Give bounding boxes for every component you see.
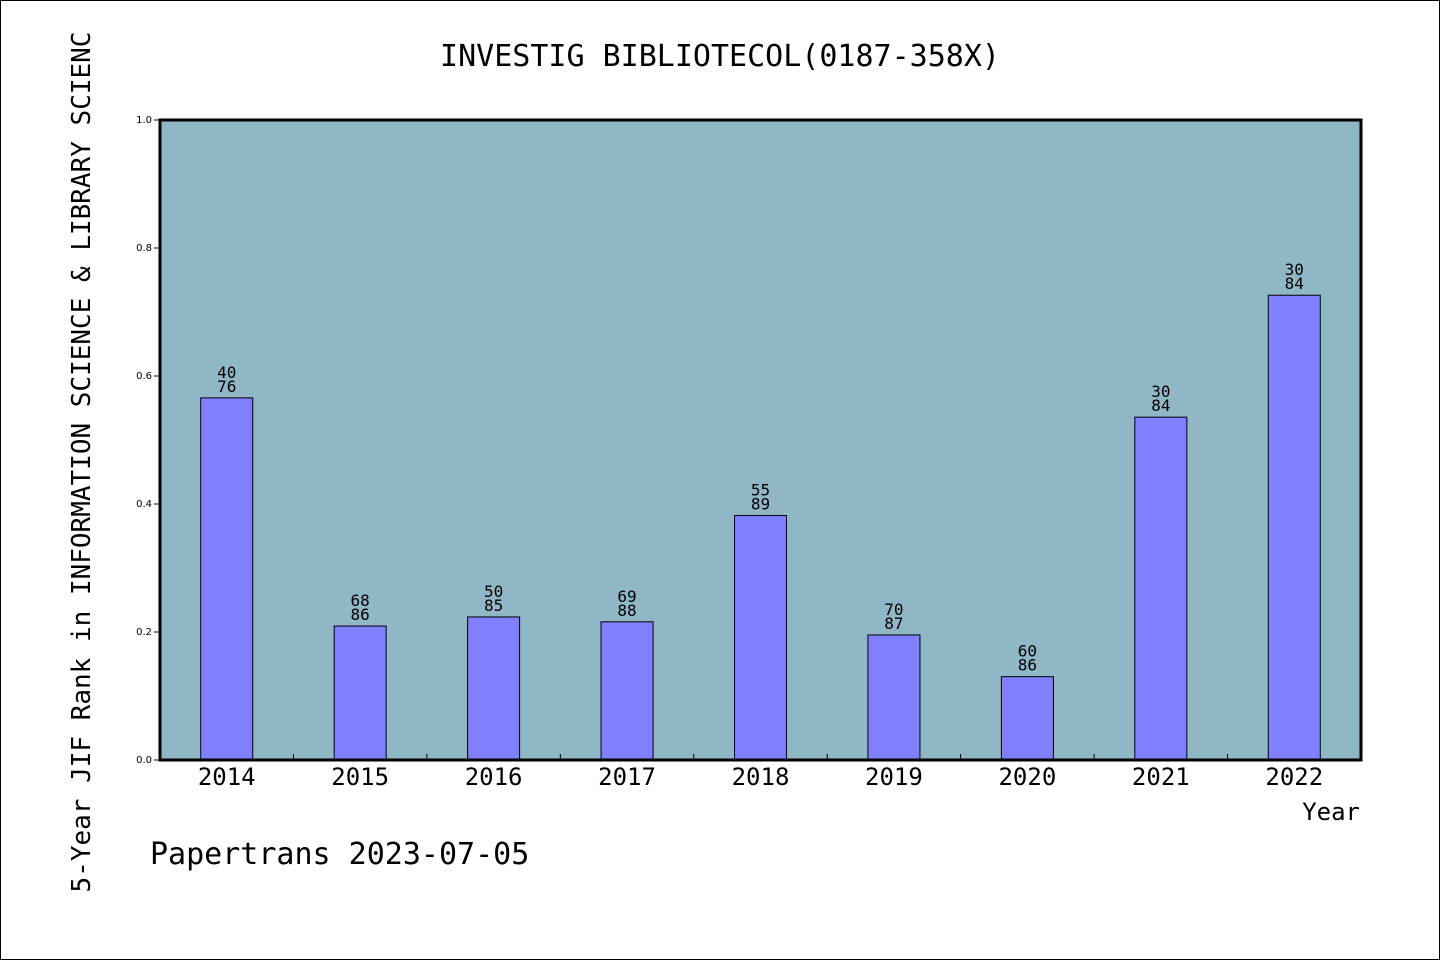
x-tick-label: 2015 <box>331 763 389 791</box>
x-tick-label: 2014 <box>198 763 256 791</box>
y-tick-label: 0.4 <box>136 499 152 510</box>
data-label-rank: 69 <box>617 587 636 606</box>
data-label-rank: 55 <box>751 481 770 500</box>
y-tick-label: 0.2 <box>136 627 152 638</box>
y-tick-label: 0.0 <box>136 755 152 766</box>
data-label-total: 84 <box>1151 396 1170 415</box>
bar-2017 <box>600 621 654 761</box>
y-tick-label: 1.0 <box>136 115 152 126</box>
x-axis-label: Year <box>1302 798 1360 826</box>
bar-2020 <box>1000 676 1054 761</box>
data-label-total: 89 <box>751 495 770 514</box>
x-tick-label: 2018 <box>732 763 790 791</box>
chart-title: INVESTIG BIBLIOTECOL(0187-358X) <box>440 39 1000 74</box>
x-tick-label: 2022 <box>1265 763 1323 791</box>
data-label-rank: 60 <box>1018 642 1037 661</box>
data-label-rank: 30 <box>1151 382 1170 401</box>
data-label-rank: 30 <box>1285 260 1304 279</box>
data-label-total: 86 <box>351 605 370 624</box>
data-label-total: 85 <box>484 596 503 615</box>
data-label-rank: 40 <box>217 363 236 382</box>
bar-2015 <box>333 625 387 761</box>
y-tick-label: 0.8 <box>136 243 152 254</box>
x-tick-label: 2021 <box>1132 763 1190 791</box>
bar-2014 <box>200 397 254 761</box>
bar-2018 <box>734 515 787 761</box>
y-tick-label: 0.6 <box>136 371 152 382</box>
data-label-total: 84 <box>1285 274 1304 293</box>
bar-2016 <box>467 616 521 761</box>
bar-2022 <box>1267 294 1321 761</box>
bar-2021 <box>1134 416 1188 761</box>
data-label-rank: 70 <box>884 600 903 619</box>
data-label-total: 87 <box>884 614 903 633</box>
data-label-total: 76 <box>217 377 236 396</box>
y-axis-label: 5-Year JIF Rank in INFORMATION SCIENCE &… <box>67 32 97 893</box>
data-label-total: 86 <box>1018 656 1037 675</box>
bars-group <box>200 294 1321 761</box>
x-tick-label: 2017 <box>598 763 656 791</box>
x-tick-label: 2020 <box>998 763 1056 791</box>
footer-credit: Papertrans 2023-07-05 <box>150 837 529 872</box>
data-label-total: 88 <box>617 601 636 620</box>
plot-border <box>158 118 1363 762</box>
x-tick-label: 2019 <box>865 763 923 791</box>
data-label-rank: 68 <box>351 591 370 610</box>
bar-2019 <box>867 634 921 761</box>
x-tick-label: 2016 <box>465 763 523 791</box>
data-label-rank: 50 <box>484 582 503 601</box>
ticks-group: 0.0 0.2 0.4 0.6 0.8 1.0 2014 2015 2016 2017 2018 20… <box>136 115 1323 791</box>
